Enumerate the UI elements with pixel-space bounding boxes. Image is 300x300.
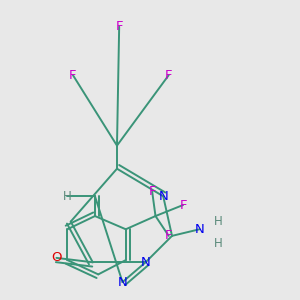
Text: H: H <box>214 215 223 228</box>
Text: F: F <box>116 20 123 33</box>
Text: N: N <box>195 223 204 236</box>
Text: F: F <box>69 69 77 82</box>
Text: H: H <box>214 237 223 250</box>
Text: H: H <box>63 190 72 203</box>
Text: F: F <box>148 185 156 198</box>
Text: F: F <box>165 230 172 242</box>
Text: F: F <box>179 199 187 212</box>
Text: F: F <box>165 69 172 82</box>
Text: N: N <box>118 276 128 289</box>
Text: N: N <box>141 256 151 269</box>
Text: O: O <box>51 251 62 264</box>
Text: N: N <box>158 190 168 203</box>
